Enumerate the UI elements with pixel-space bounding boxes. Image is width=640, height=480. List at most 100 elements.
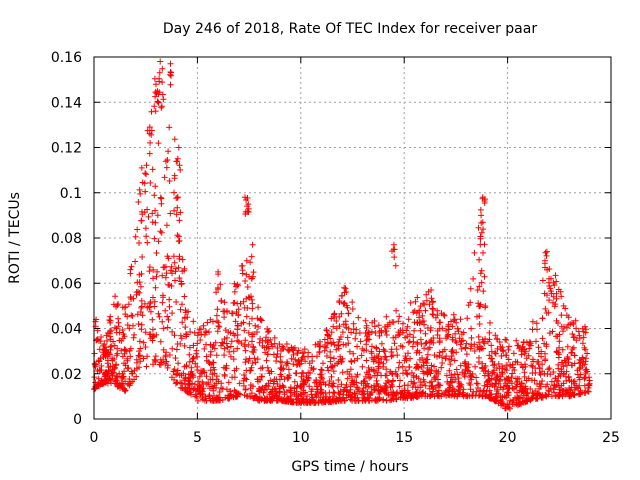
data-point	[249, 348, 256, 355]
data-point	[360, 394, 367, 401]
data-point	[404, 333, 411, 340]
data-point	[172, 380, 179, 387]
data-point	[446, 367, 453, 374]
data-point	[179, 384, 186, 391]
data-point	[376, 359, 383, 366]
data-point	[349, 377, 356, 384]
data-point	[459, 391, 466, 398]
data-point	[283, 362, 290, 369]
data-point	[538, 393, 545, 400]
y-tick-labels: 0 0.02 0.04 0.06 0.08 0.1 0.12 0.14 0.16	[51, 50, 82, 428]
data-point	[519, 346, 526, 353]
data-point	[318, 374, 325, 381]
data-point	[158, 195, 165, 202]
data-point	[298, 383, 304, 390]
data-point	[98, 380, 105, 387]
data-point	[393, 307, 400, 314]
data-point	[582, 389, 589, 396]
data-point	[487, 319, 493, 326]
data-point	[184, 388, 191, 395]
data-point	[257, 394, 263, 401]
data-point	[467, 299, 474, 306]
data-point	[341, 289, 348, 296]
data-point	[249, 338, 255, 345]
data-point	[144, 353, 151, 360]
data-point	[479, 365, 486, 372]
data-point	[176, 275, 183, 281]
data-point	[136, 348, 143, 355]
data-point	[486, 387, 493, 394]
data-point	[475, 224, 482, 231]
data-point	[155, 99, 162, 106]
data-point	[467, 285, 474, 292]
data-point	[348, 329, 355, 336]
data-point	[350, 350, 357, 357]
data-point	[218, 297, 225, 304]
data-point	[164, 253, 171, 260]
data-point	[260, 389, 267, 396]
data-point	[146, 268, 153, 275]
data-point	[374, 381, 381, 387]
data-point	[465, 302, 472, 309]
data-point	[231, 280, 238, 287]
data-point	[572, 317, 579, 324]
data-point	[176, 255, 183, 262]
data-point	[492, 376, 499, 383]
data-point	[296, 361, 303, 368]
data-point	[327, 348, 334, 355]
data-point	[335, 345, 342, 352]
data-point	[383, 313, 390, 320]
data-point	[451, 386, 457, 393]
data-point	[147, 139, 154, 146]
data-point	[463, 340, 470, 347]
data-point	[189, 380, 196, 387]
data-point	[338, 334, 344, 340]
data-point	[570, 334, 577, 341]
data-point	[414, 363, 421, 370]
data-point	[354, 386, 361, 393]
data-point	[536, 385, 543, 392]
data-point	[407, 299, 414, 306]
data-point	[302, 389, 309, 396]
data-point	[513, 399, 520, 406]
data-point	[509, 385, 516, 392]
data-point	[423, 297, 430, 304]
data-point	[150, 266, 157, 273]
data-point	[106, 317, 113, 323]
data-point	[347, 383, 354, 390]
data-point	[543, 310, 550, 316]
data-point	[160, 96, 167, 103]
data-point	[399, 390, 406, 397]
data-point	[108, 343, 115, 350]
data-point	[551, 303, 558, 310]
data-point	[344, 368, 351, 375]
data-point	[198, 326, 204, 333]
data-point	[162, 158, 169, 165]
data-point	[372, 386, 379, 393]
data-point	[441, 312, 448, 319]
data-point	[131, 376, 137, 383]
data-point	[195, 397, 201, 404]
data-point	[488, 380, 494, 387]
data-point	[375, 322, 382, 329]
data-point	[543, 343, 550, 350]
data-point	[186, 351, 193, 358]
data-point	[335, 338, 342, 345]
data-point	[121, 368, 128, 375]
x-tick-label: 15	[395, 430, 413, 446]
data-point	[470, 388, 477, 395]
data-point	[155, 310, 162, 317]
data-point	[213, 289, 220, 296]
data-point	[194, 340, 201, 347]
data-point	[114, 302, 121, 309]
data-point	[538, 353, 545, 360]
data-point	[426, 344, 433, 351]
data-point	[493, 335, 500, 342]
data-point	[299, 378, 306, 385]
data-point	[242, 347, 249, 354]
data-point	[162, 353, 169, 360]
data-point	[553, 349, 560, 356]
data-point	[259, 342, 266, 349]
data-point	[416, 392, 422, 399]
data-point	[203, 341, 209, 348]
